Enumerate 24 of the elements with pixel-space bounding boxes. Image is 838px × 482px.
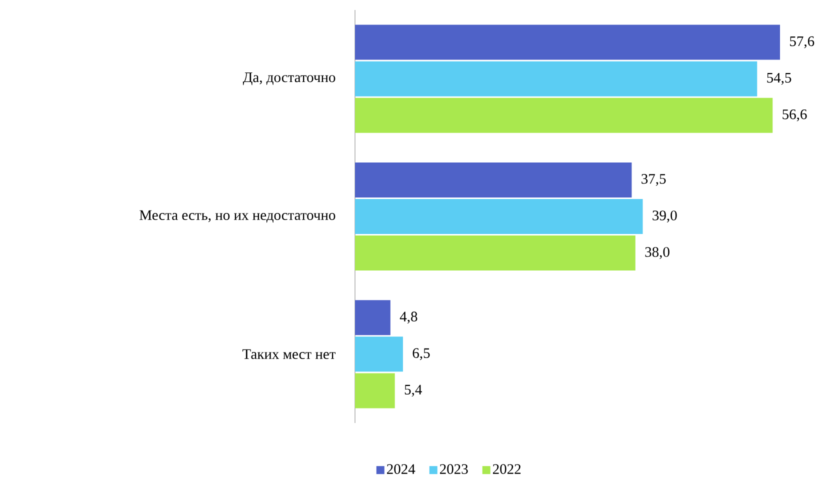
- legend-label: 2022: [492, 464, 521, 474]
- data-label: 56,6: [782, 109, 807, 122]
- bar: [355, 61, 758, 96]
- data-label: 6,5: [412, 348, 430, 360]
- y-tick-label: Места есть, но их недостаточно: [140, 210, 336, 223]
- bar: [355, 199, 643, 234]
- bar: [355, 300, 390, 336]
- bar: [355, 98, 773, 133]
- y-tick-label: Да, достаточно: [242, 72, 336, 86]
- legend-label: 2024: [387, 464, 416, 474]
- data-label: 39,0: [652, 210, 677, 222]
- bar: [355, 24, 780, 60]
- data-label: 54,5: [767, 72, 792, 85]
- data-label: 4,8: [400, 312, 418, 324]
- data-label: 57,6: [790, 36, 814, 48]
- data-label: 38,0: [645, 247, 670, 259]
- data-label: 5,4: [404, 384, 422, 397]
- legend-label: 2023: [440, 464, 468, 474]
- y-tick-label: Таких мест нет: [242, 349, 336, 359]
- data-label: 37,5: [642, 174, 666, 186]
- bar: [355, 373, 395, 408]
- bar: [355, 162, 632, 198]
- bar: [355, 336, 403, 372]
- bar: [355, 236, 636, 271]
